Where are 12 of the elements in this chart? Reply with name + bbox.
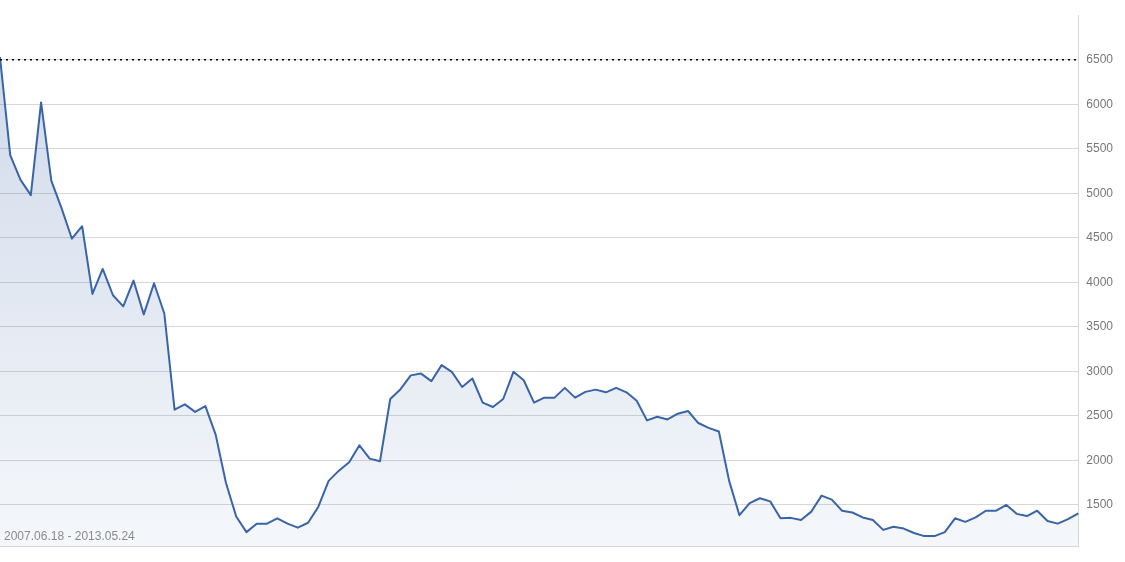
y-tick-label: 3000 [1086, 363, 1114, 378]
y-tick-label: 6000 [1086, 96, 1114, 111]
y-tick-label: 3500 [1086, 319, 1114, 334]
y-tick-label: 5000 [1086, 185, 1114, 200]
y-tick-label: 4500 [1086, 230, 1114, 245]
y-tick-label: 2500 [1086, 408, 1114, 423]
y-tick-label: 2000 [1086, 452, 1114, 467]
y-tick-label: 4000 [1086, 274, 1114, 289]
y-tick-label: 5500 [1086, 141, 1114, 156]
y-tick-label: 6500 [1086, 52, 1114, 67]
annotation: 2007.06.18 - 2013.05.24 [4, 529, 136, 544]
y-tick-label: 1500 [1086, 497, 1114, 512]
